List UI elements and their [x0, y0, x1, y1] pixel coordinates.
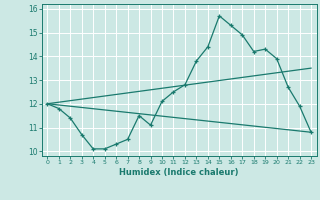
X-axis label: Humidex (Indice chaleur): Humidex (Indice chaleur): [119, 168, 239, 177]
